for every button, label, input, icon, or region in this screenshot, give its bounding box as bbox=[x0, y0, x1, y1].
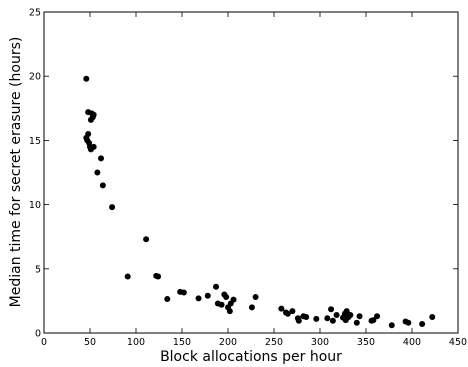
y-tick-label: 20 bbox=[29, 72, 41, 83]
data-point bbox=[204, 292, 211, 299]
x-tick-label: 250 bbox=[265, 337, 283, 348]
data-point bbox=[333, 312, 340, 319]
x-tick-label: 100 bbox=[127, 337, 145, 348]
data-point bbox=[374, 313, 381, 320]
data-point bbox=[98, 155, 105, 162]
data-point bbox=[419, 321, 426, 328]
data-point bbox=[155, 273, 162, 280]
data-point bbox=[230, 296, 237, 303]
data-point bbox=[329, 317, 336, 324]
y-tick-label: 0 bbox=[35, 329, 41, 340]
data-point bbox=[284, 310, 291, 317]
data-point bbox=[289, 308, 296, 315]
data-point bbox=[195, 295, 202, 302]
data-point bbox=[324, 315, 331, 322]
data-point bbox=[342, 317, 349, 324]
y-tick-label: 5 bbox=[35, 264, 41, 275]
data-point bbox=[388, 322, 395, 329]
data-point bbox=[213, 283, 220, 290]
x-tick-label: 450 bbox=[449, 337, 467, 348]
plot-frame bbox=[43, 11, 459, 334]
data-point bbox=[164, 295, 171, 302]
x-tick-label: 400 bbox=[403, 337, 421, 348]
data-point bbox=[252, 294, 259, 301]
data-point bbox=[313, 315, 320, 322]
x-tick-label: 50 bbox=[84, 337, 96, 348]
x-tick-label: 350 bbox=[357, 337, 375, 348]
data-point bbox=[353, 319, 360, 326]
data-point bbox=[303, 313, 310, 320]
data-point bbox=[99, 182, 106, 189]
x-tick-label: 0 bbox=[41, 337, 47, 348]
y-axis-label: Median time for secret erasure (hours) bbox=[8, 37, 24, 308]
y-tick-label: 25 bbox=[29, 8, 41, 19]
data-point bbox=[94, 169, 101, 176]
data-point bbox=[370, 317, 377, 324]
data-point bbox=[218, 301, 225, 308]
data-point bbox=[343, 308, 350, 315]
x-tick-label: 200 bbox=[219, 337, 237, 348]
data-point bbox=[85, 130, 92, 137]
data-point bbox=[87, 146, 94, 153]
x-axis-label: Block allocations per hour bbox=[160, 349, 342, 365]
data-point bbox=[328, 306, 335, 313]
y-tick-label: 15 bbox=[29, 136, 41, 147]
y-tick-label: 10 bbox=[29, 200, 41, 211]
data-point bbox=[109, 204, 116, 211]
data-point bbox=[356, 313, 363, 320]
data-point bbox=[83, 75, 90, 82]
data-point bbox=[180, 289, 187, 296]
data-point bbox=[143, 236, 150, 243]
data-point bbox=[124, 273, 131, 280]
x-tick-label: 300 bbox=[311, 337, 329, 348]
data-point bbox=[429, 313, 436, 320]
x-tick-label: 150 bbox=[173, 337, 191, 348]
data-point bbox=[278, 305, 285, 312]
data-point bbox=[226, 308, 233, 315]
data-point bbox=[248, 304, 255, 311]
data-point bbox=[405, 319, 412, 326]
data-points bbox=[83, 75, 436, 329]
data-point bbox=[347, 312, 354, 319]
axis-ticks bbox=[43, 11, 459, 334]
data-point bbox=[295, 317, 302, 324]
data-point bbox=[223, 294, 230, 301]
data-point bbox=[89, 114, 96, 121]
axis-tick-labels: 0 50 100 150 200 250 300 350 400 450 0 5 10 15 20 25 bbox=[29, 8, 467, 349]
